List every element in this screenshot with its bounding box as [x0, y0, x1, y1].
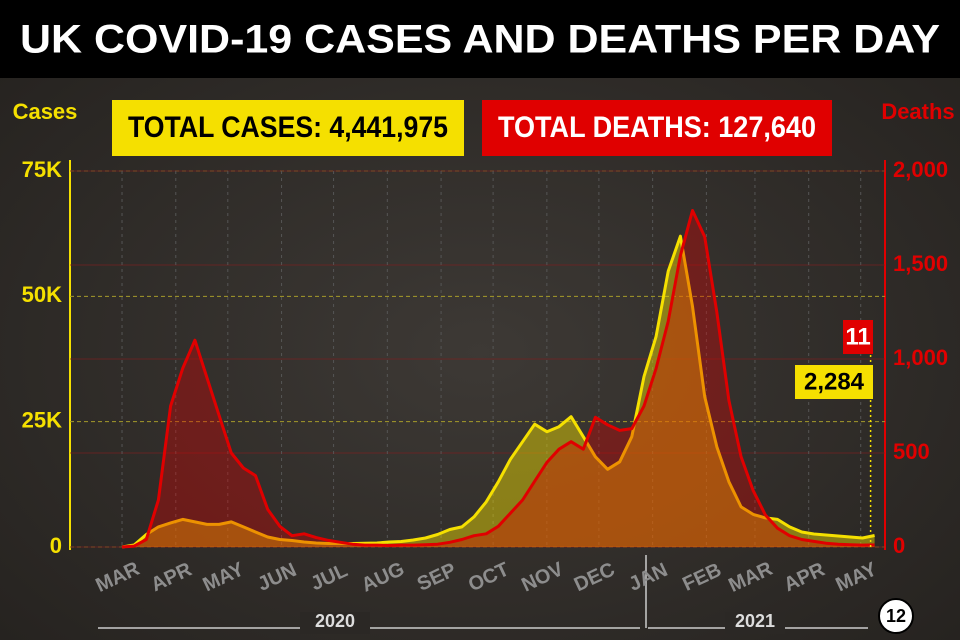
y2-tick-label: 0: [893, 533, 905, 558]
y-tick-label: 25K: [22, 407, 62, 432]
page-number: 12: [886, 606, 906, 626]
page-badge: [878, 598, 914, 634]
y2-tick-label: 500: [893, 439, 930, 464]
y-tick-label: 50K: [22, 282, 62, 307]
year-label: 2020: [315, 611, 355, 631]
total-cases: TOTAL CASES: 4,441,975: [128, 111, 448, 144]
annotation-box: [843, 320, 873, 354]
title-bar: [0, 0, 960, 78]
annotation: 2,284: [804, 368, 865, 395]
y-axis-label: Cases: [13, 99, 78, 124]
line: [121, 209, 875, 549]
year-label: 2021: [735, 611, 775, 631]
year-bg: [300, 612, 370, 634]
total-deaths: TOTAL DEATHS: 127,640: [498, 111, 816, 144]
annotation-box: [795, 365, 873, 399]
total-deaths-box: [482, 100, 832, 156]
y2-tick-label: 1,500: [893, 251, 948, 276]
chart-title: UK COVID-19 CASES AND DEATHS PER DAY: [20, 18, 940, 62]
area: [122, 236, 875, 547]
y-tick-label: 75K: [22, 157, 62, 182]
line: [121, 234, 875, 549]
y2-tick-label: 1,000: [893, 345, 948, 370]
annotation: 11: [845, 323, 870, 350]
total-cases-box: [112, 100, 464, 156]
year-bg: [725, 612, 785, 634]
y2-axis-label: Deaths: [881, 99, 954, 124]
y2-tick-label: 2,000: [893, 157, 948, 182]
y-tick-label: 0: [50, 533, 62, 558]
area: [122, 210, 875, 547]
